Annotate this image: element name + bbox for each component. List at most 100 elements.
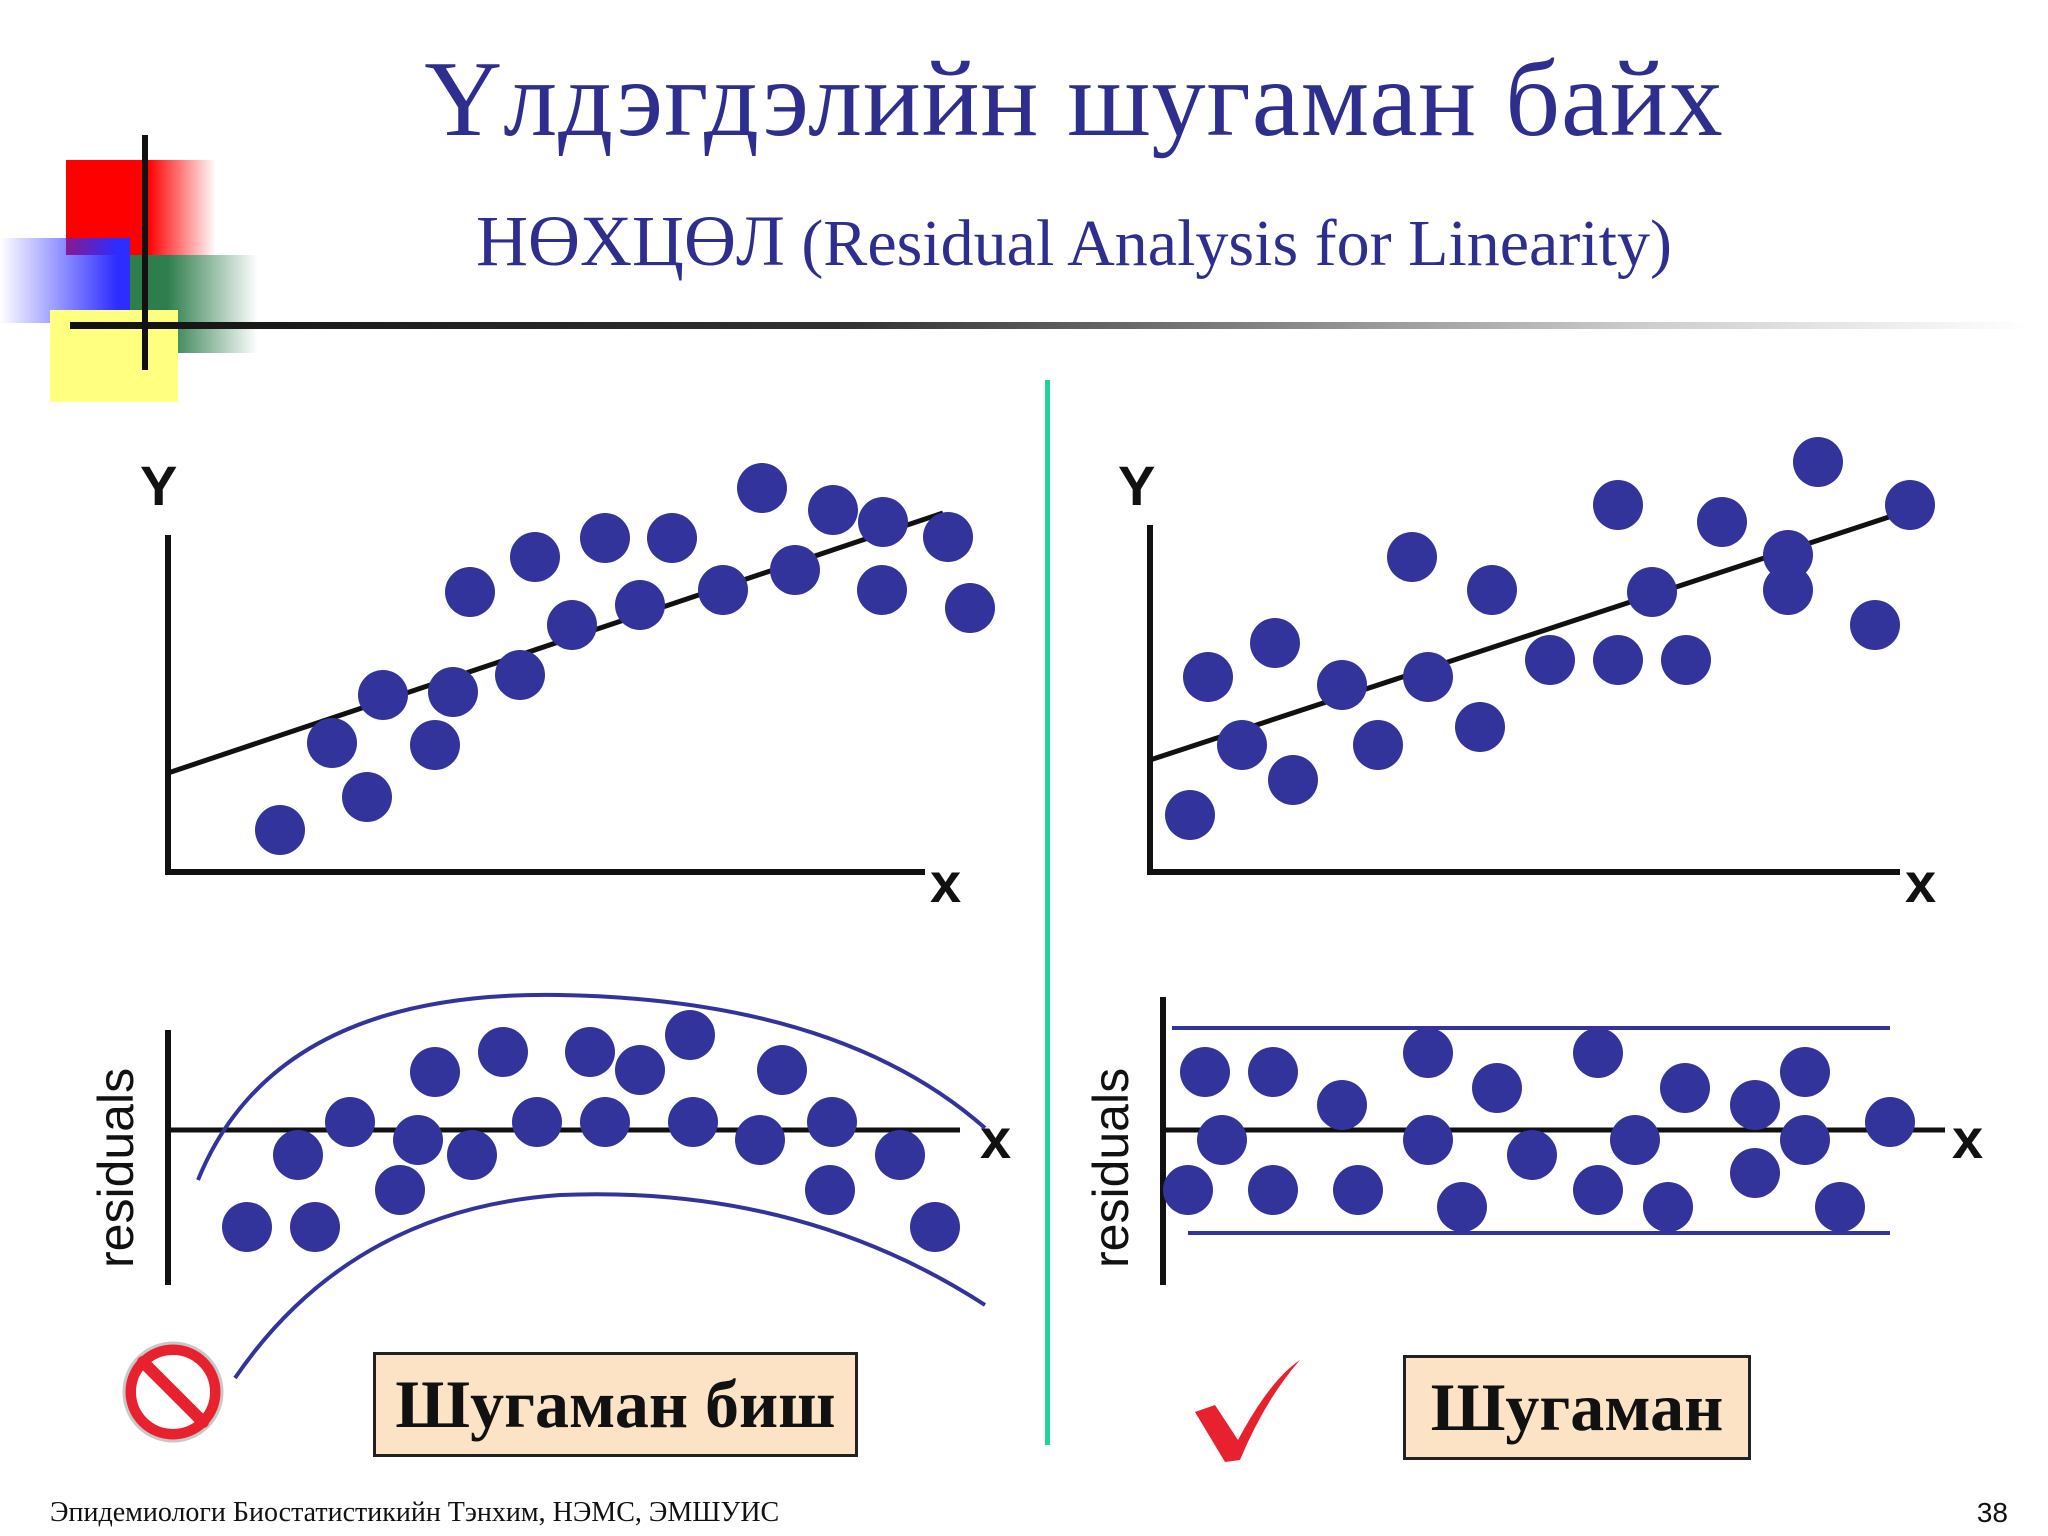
- left-scatter-point: [945, 583, 995, 633]
- right-residual-point: [1403, 1028, 1453, 1078]
- left-scatter-point: [428, 667, 478, 717]
- checkmark-icon: [1195, 1360, 1300, 1462]
- right-residual-point: [1437, 1182, 1487, 1232]
- left-residual-point: [875, 1130, 925, 1180]
- left-residual-point: [757, 1045, 807, 1095]
- left-residual-point: [668, 1097, 718, 1147]
- right-residual-x-label: x: [1952, 1107, 1983, 1170]
- verdict-linear-text: Шугаман: [1430, 1369, 1724, 1445]
- prohibition-icon: [122, 1341, 224, 1443]
- left-residual-point: [447, 1130, 497, 1180]
- left-scatter-point: [737, 463, 787, 513]
- right-residual-point: [1660, 1063, 1710, 1113]
- right-scatter-point: [1353, 720, 1403, 770]
- right-scatter-point: [1525, 635, 1575, 685]
- left-residual-point: [478, 1027, 528, 1077]
- right-residual-point: [1317, 1080, 1367, 1130]
- right-residual-point: [1865, 1097, 1915, 1147]
- right-scatter-point: [1661, 635, 1711, 685]
- page-number: 38: [1976, 1497, 2008, 1528]
- left-residual-plot: x residuals: [88, 992, 1011, 1380]
- footer-department: Эпидемиологи Биостатистикийн Тэнхим, НЭМ…: [50, 1497, 780, 1528]
- left-residual-point: [805, 1165, 855, 1215]
- right-residual-point: [1507, 1130, 1557, 1180]
- left-scatter-plot: Y x: [140, 454, 995, 914]
- right-residual-point: [1472, 1063, 1522, 1113]
- right-residual-point: [1403, 1115, 1453, 1165]
- subtitle-english: (Residual Analysis for Linearity): [801, 207, 1672, 280]
- left-residual-point: [910, 1202, 960, 1252]
- left-scatter-point: [647, 513, 697, 563]
- right-residual-point: [1780, 1047, 1830, 1097]
- right-scatter-point: [1793, 437, 1843, 487]
- left-scatter-point: [342, 772, 392, 822]
- right-scatter-point: [1250, 618, 1300, 668]
- left-scatter-point: [770, 545, 820, 595]
- decor-horizontal-line: [70, 322, 2030, 329]
- right-scatter-point: [1183, 652, 1233, 702]
- left-residual-point: [273, 1130, 323, 1180]
- left-scatter-point: [445, 567, 495, 617]
- right-residual-point: [1248, 1047, 1298, 1097]
- left-scatter-point: [698, 565, 748, 615]
- left-residual-point: [565, 1027, 615, 1077]
- left-residual-point: [393, 1115, 443, 1165]
- right-residual-plot: x residuals: [1083, 997, 1983, 1285]
- slide-title: Үлдэгдэлийн шугаман байх: [424, 40, 1724, 159]
- panel-divider: [1045, 380, 1050, 1445]
- left-scatter-point: [510, 532, 560, 582]
- right-residual-y-label: residuals: [1083, 1068, 1139, 1268]
- verdict-not-linear-text: Шугаман биш: [395, 1366, 836, 1442]
- right-scatter-point: [1763, 565, 1813, 615]
- right-scatter-point: [1387, 532, 1437, 582]
- left-scatter-point: [547, 600, 597, 650]
- left-scatter-point: [410, 720, 460, 770]
- left-scatter-point: [358, 670, 408, 720]
- right-residual-point: [1333, 1165, 1383, 1215]
- left-residual-point: [375, 1165, 425, 1215]
- left-upper-curve: [196, 992, 987, 1181]
- right-residual-point: [1643, 1182, 1693, 1232]
- right-scatter-point: [1467, 565, 1517, 615]
- left-scatter-point: [495, 650, 545, 700]
- right-scatter-y-label: Y: [1118, 454, 1155, 517]
- right-residual-point: [1730, 1148, 1780, 1198]
- decor-vertical-line: [142, 135, 148, 370]
- left-residual-point: [410, 1047, 460, 1097]
- left-scatter-y-label: Y: [140, 454, 177, 517]
- left-scatter-point: [857, 565, 907, 615]
- right-residual-point: [1163, 1165, 1213, 1215]
- left-residual-point: [735, 1115, 785, 1165]
- slide-subtitle: нөхцөл (Residual Analysis for Linearity): [0, 200, 2048, 283]
- right-residual-point: [1780, 1115, 1830, 1165]
- left-residual-point: [807, 1097, 857, 1147]
- left-residual-point: [615, 1045, 665, 1095]
- decor-blue-block: [0, 238, 130, 323]
- right-scatter-point: [1850, 600, 1900, 650]
- right-scatter-point: [1217, 720, 1267, 770]
- right-scatter-point: [1697, 497, 1747, 547]
- right-scatter-point: [1317, 660, 1367, 710]
- left-residual-point: [580, 1097, 630, 1147]
- verdict-not-linear-box: Шугаман биш: [373, 1352, 858, 1457]
- right-residual-point: [1730, 1080, 1780, 1130]
- left-scatter-point: [808, 485, 858, 535]
- left-scatter-point: [307, 718, 357, 768]
- right-scatter-x-label: x: [1905, 851, 1936, 914]
- right-scatter-point: [1627, 567, 1677, 617]
- left-residual-point: [222, 1202, 272, 1252]
- right-residual-point: [1815, 1182, 1865, 1232]
- right-scatter-point: [1593, 480, 1643, 530]
- right-scatter-point: [1165, 790, 1215, 840]
- left-scatter-point: [580, 513, 630, 563]
- right-residual-point: [1573, 1028, 1623, 1078]
- left-residual-point: [290, 1202, 340, 1252]
- right-scatter-point: [1268, 755, 1318, 805]
- left-scatter-point: [255, 805, 305, 855]
- right-scatter-point: [1593, 635, 1643, 685]
- left-residual-point: [325, 1097, 375, 1147]
- left-scatter-point: [923, 512, 973, 562]
- right-residual-point: [1197, 1115, 1247, 1165]
- left-scatter-point: [858, 497, 908, 547]
